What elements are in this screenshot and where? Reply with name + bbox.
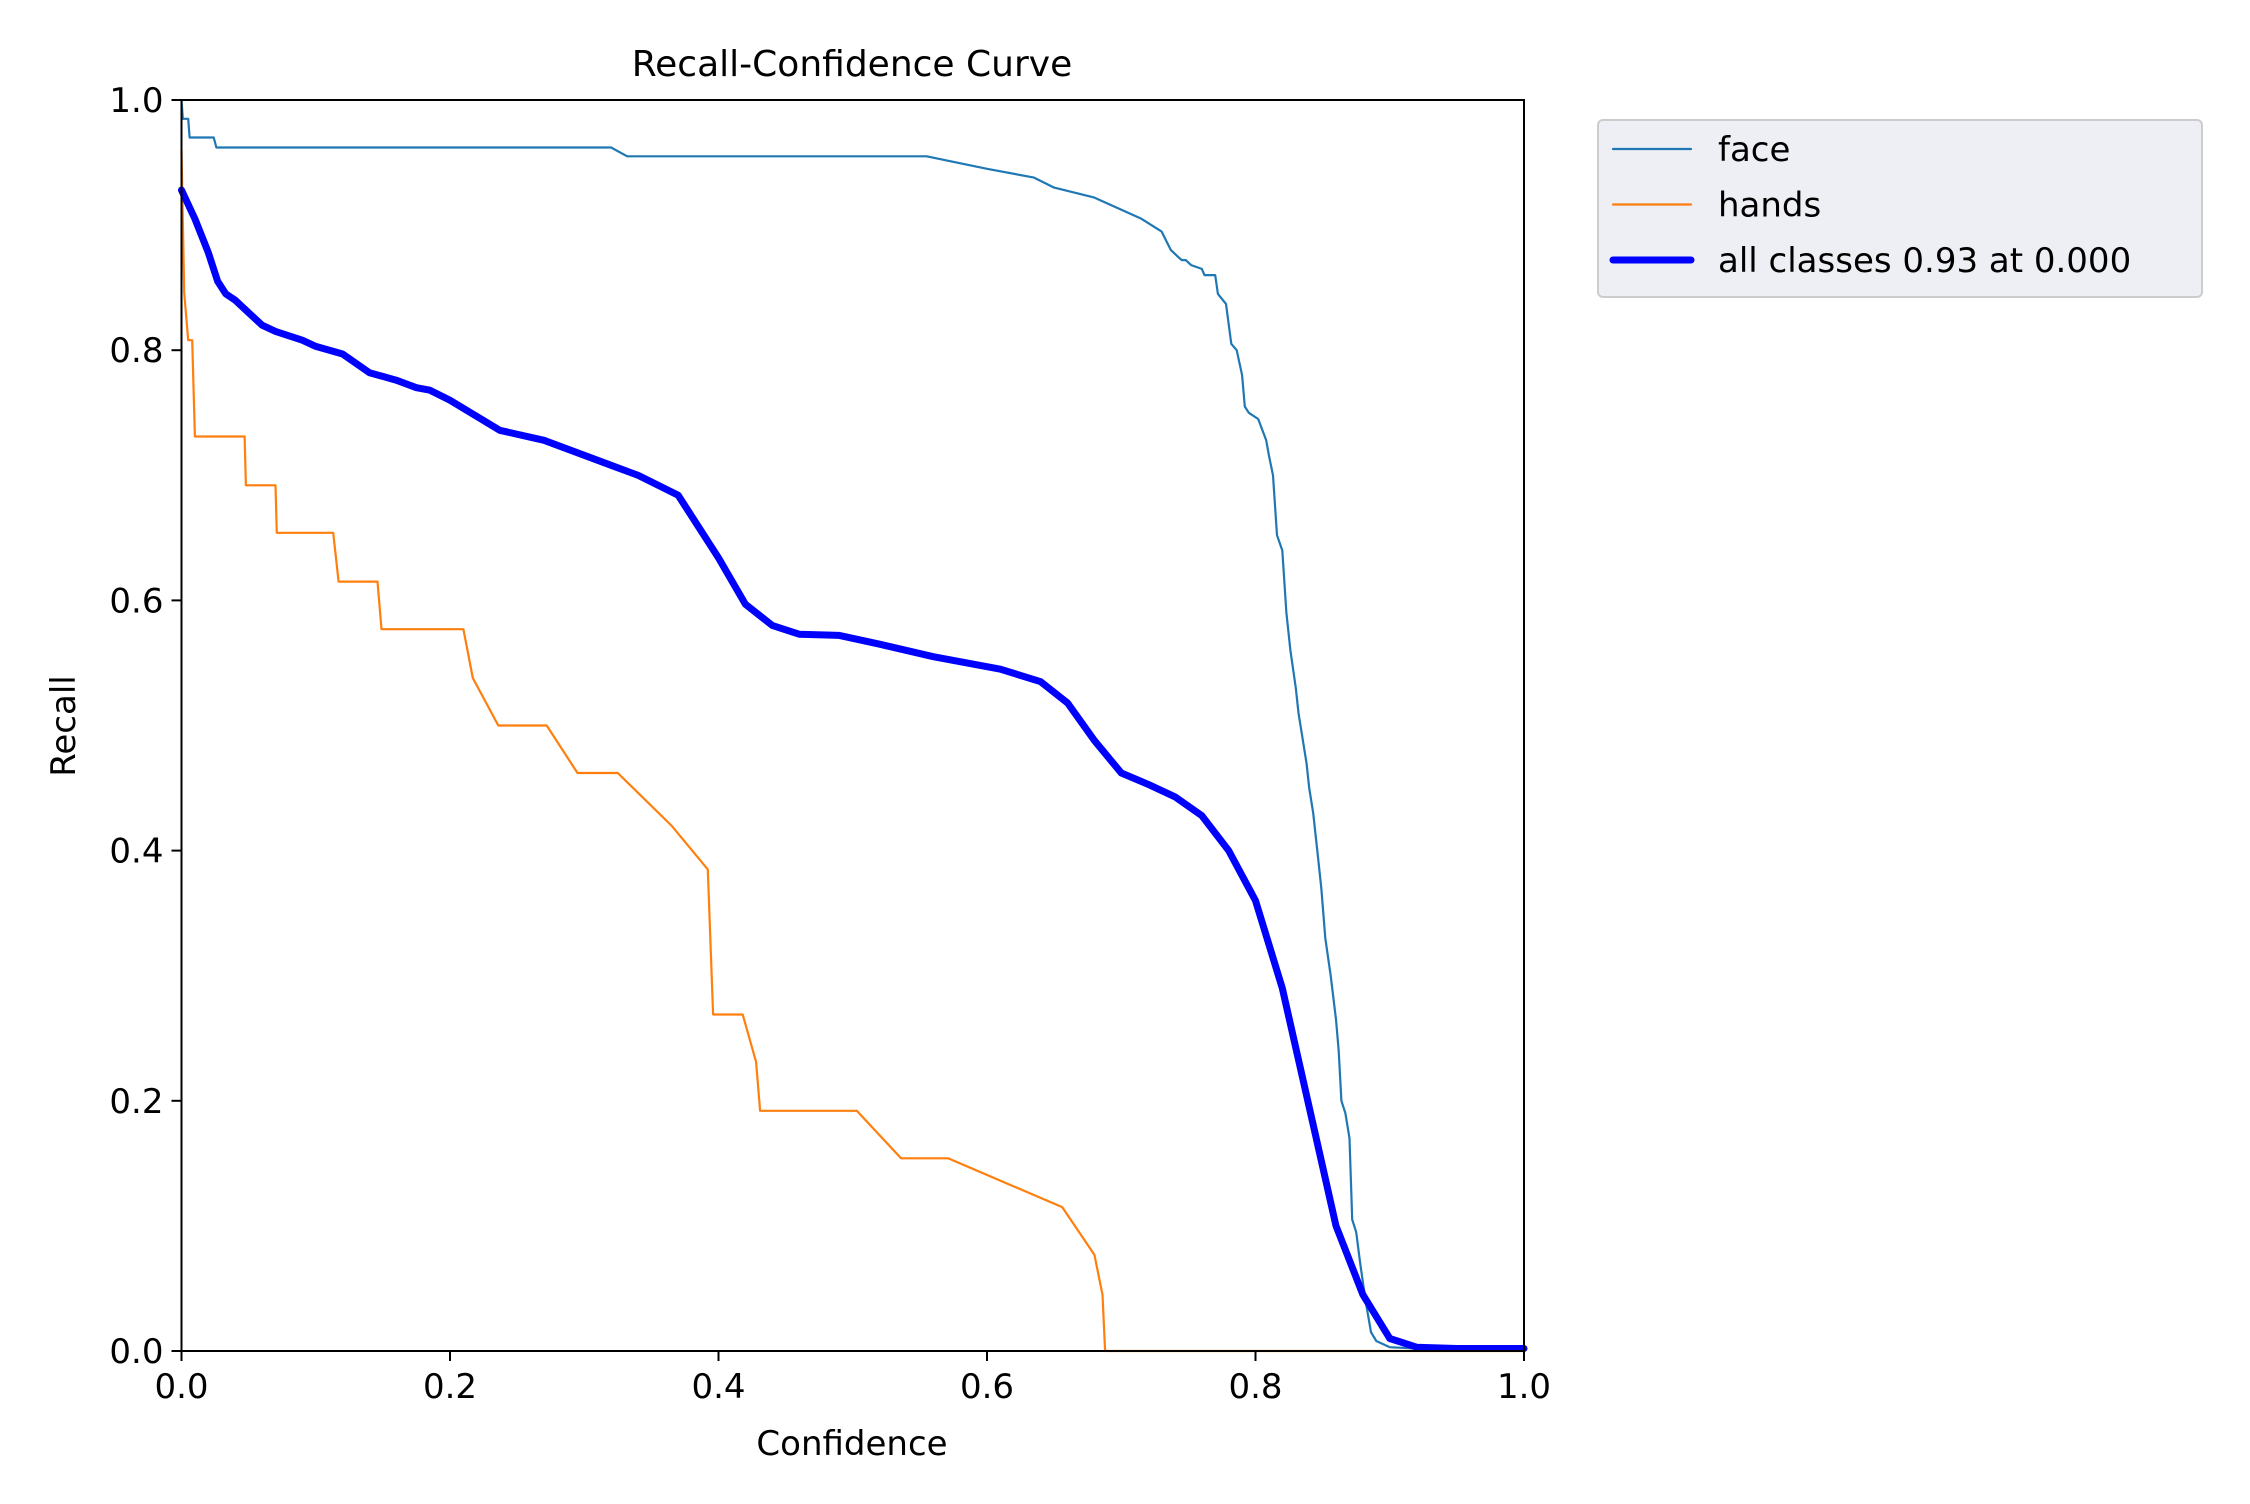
legend-box	[1597, 119, 2203, 298]
y-tick-label: 1.0	[109, 81, 163, 121]
x-axis-ticks: 0.0 0.2 0.4 0.6 0.8 1.0	[154, 1351, 1551, 1407]
x-tick-label: 1.0	[1497, 1367, 1551, 1407]
y-axis-ticks: 0.0 0.2 0.4 0.6 0.8 1.0	[109, 81, 182, 1372]
series-layer	[178, 98, 1528, 1353]
plot-frame	[180, 99, 1525, 1352]
x-tick-label: 0.6	[960, 1367, 1014, 1407]
y-axis-label: Recall	[44, 675, 84, 776]
chart-title: Recall-Confidence Curve	[632, 44, 1072, 85]
y-tick-label: 0.6	[109, 581, 163, 621]
x-axis-label: Confidence	[756, 1424, 947, 1464]
y-tick-label: 0.4	[109, 832, 163, 872]
x-tick-label: 0.8	[1228, 1367, 1282, 1407]
series-line-hands	[180, 148, 1526, 1353]
y-tick-label: 0.0	[109, 1332, 163, 1372]
series-line-face	[180, 98, 1526, 1350]
x-tick-label: 0.0	[154, 1367, 208, 1407]
legend-label-face: face	[1718, 130, 1790, 170]
x-tick-label: 0.4	[691, 1367, 745, 1407]
legend-label-all: all classes 0.93 at 0.000	[1718, 241, 2131, 281]
x-tick-label: 0.2	[423, 1367, 477, 1407]
y-tick-label: 0.2	[109, 1082, 163, 1122]
legend-label-hands: hands	[1718, 186, 1821, 226]
y-tick-label: 0.8	[109, 331, 163, 371]
legend: face hands all classes 0.93 at 0.000	[1597, 119, 2203, 298]
series-line-all	[178, 186, 1528, 1352]
